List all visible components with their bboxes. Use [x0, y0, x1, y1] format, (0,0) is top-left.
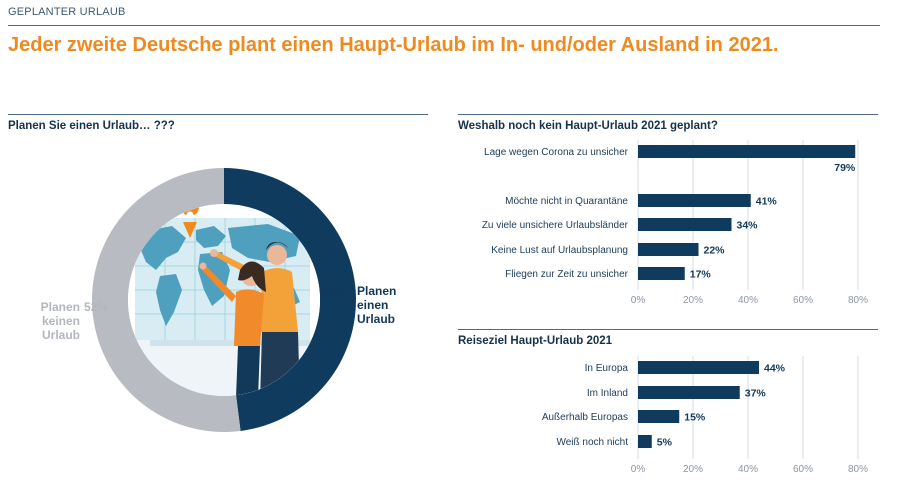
donut-label-plan-line: einen	[357, 298, 389, 312]
bar	[638, 361, 759, 374]
category-label: Zu viele unsichere Urlaubsländer	[482, 220, 629, 231]
axis-tick-label: 0%	[631, 295, 646, 306]
bar	[638, 386, 740, 399]
data-label: 41%	[756, 196, 778, 208]
header-divider	[8, 25, 880, 26]
bar	[638, 243, 699, 256]
axis-tick-label: 40%	[738, 464, 758, 475]
donut-label-plan-line: Planen	[357, 284, 397, 298]
bar	[638, 218, 732, 231]
axis-tick-label: 60%	[793, 464, 813, 475]
bar	[638, 435, 652, 448]
axis-tick-label: 80%	[848, 464, 868, 475]
data-label: 5%	[657, 437, 673, 449]
data-label: 79%	[834, 162, 856, 174]
bar	[638, 145, 856, 158]
destination-chart-title: Reiseziel Haupt-Urlaub 2021	[458, 335, 613, 347]
donut-chart-title: Planen Sie einen Urlaub… ???	[8, 120, 175, 132]
axis-tick-label: 20%	[683, 464, 703, 475]
data-label: 22%	[704, 245, 726, 257]
bar	[638, 410, 680, 423]
axis-tick-label: 60%	[793, 295, 813, 306]
bar	[638, 194, 751, 207]
axis-tick-label: 80%	[848, 295, 868, 306]
bar	[638, 267, 685, 280]
category-label: Möchte nicht in Quarantäne	[505, 196, 628, 207]
data-label: 17%	[690, 269, 712, 281]
category-label: Weiß noch nicht	[556, 437, 628, 448]
reasons-chart-title: Weshalb noch kein Haupt-Urlaub 2021 gepl…	[458, 120, 718, 132]
donut-label-noplan-pct: 52%	[84, 300, 109, 314]
page-title: Jeder zweite Deutsche plant einen Haupt-…	[8, 34, 779, 56]
category-label: Im Inland	[587, 388, 628, 399]
axis-tick-label: 40%	[738, 295, 758, 306]
data-label: 44%	[764, 363, 786, 375]
axis-tick-label: 20%	[683, 295, 703, 306]
category-label: Außerhalb Europas	[542, 412, 628, 423]
data-label: 15%	[684, 412, 706, 424]
section-label: GEPLANTER URLAUB	[8, 6, 126, 18]
donut-panel-divider	[8, 114, 428, 115]
destination-panel-divider	[458, 329, 878, 330]
donut-label-plan-line: Urlaub	[357, 312, 396, 326]
data-label: 34%	[737, 220, 759, 232]
category-label: In Europa	[585, 363, 629, 374]
axis-tick-label: 0%	[631, 464, 646, 475]
donut-label-noplan-line: keinen	[41, 314, 80, 328]
donut-label-noplan: Planen keinen Urlaub	[28, 300, 80, 342]
category-label: Fliegen zur Zeit zu unsicher	[505, 269, 629, 280]
category-label: Lage wegen Corona zu unsicher	[484, 147, 629, 158]
woman-figure	[199, 261, 266, 396]
donut-label-plan-pct: 48%	[321, 284, 346, 298]
reasons-panel-divider	[458, 114, 878, 115]
donut-label-noplan-line: Planen	[40, 300, 80, 314]
donut-label-noplan-line: Urlaub	[41, 328, 80, 342]
donut-label-plan: Planen einen Urlaub	[357, 284, 396, 326]
data-label: 37%	[745, 388, 767, 400]
category-label: Keine Lust auf Urlaubsplanung	[491, 245, 628, 256]
